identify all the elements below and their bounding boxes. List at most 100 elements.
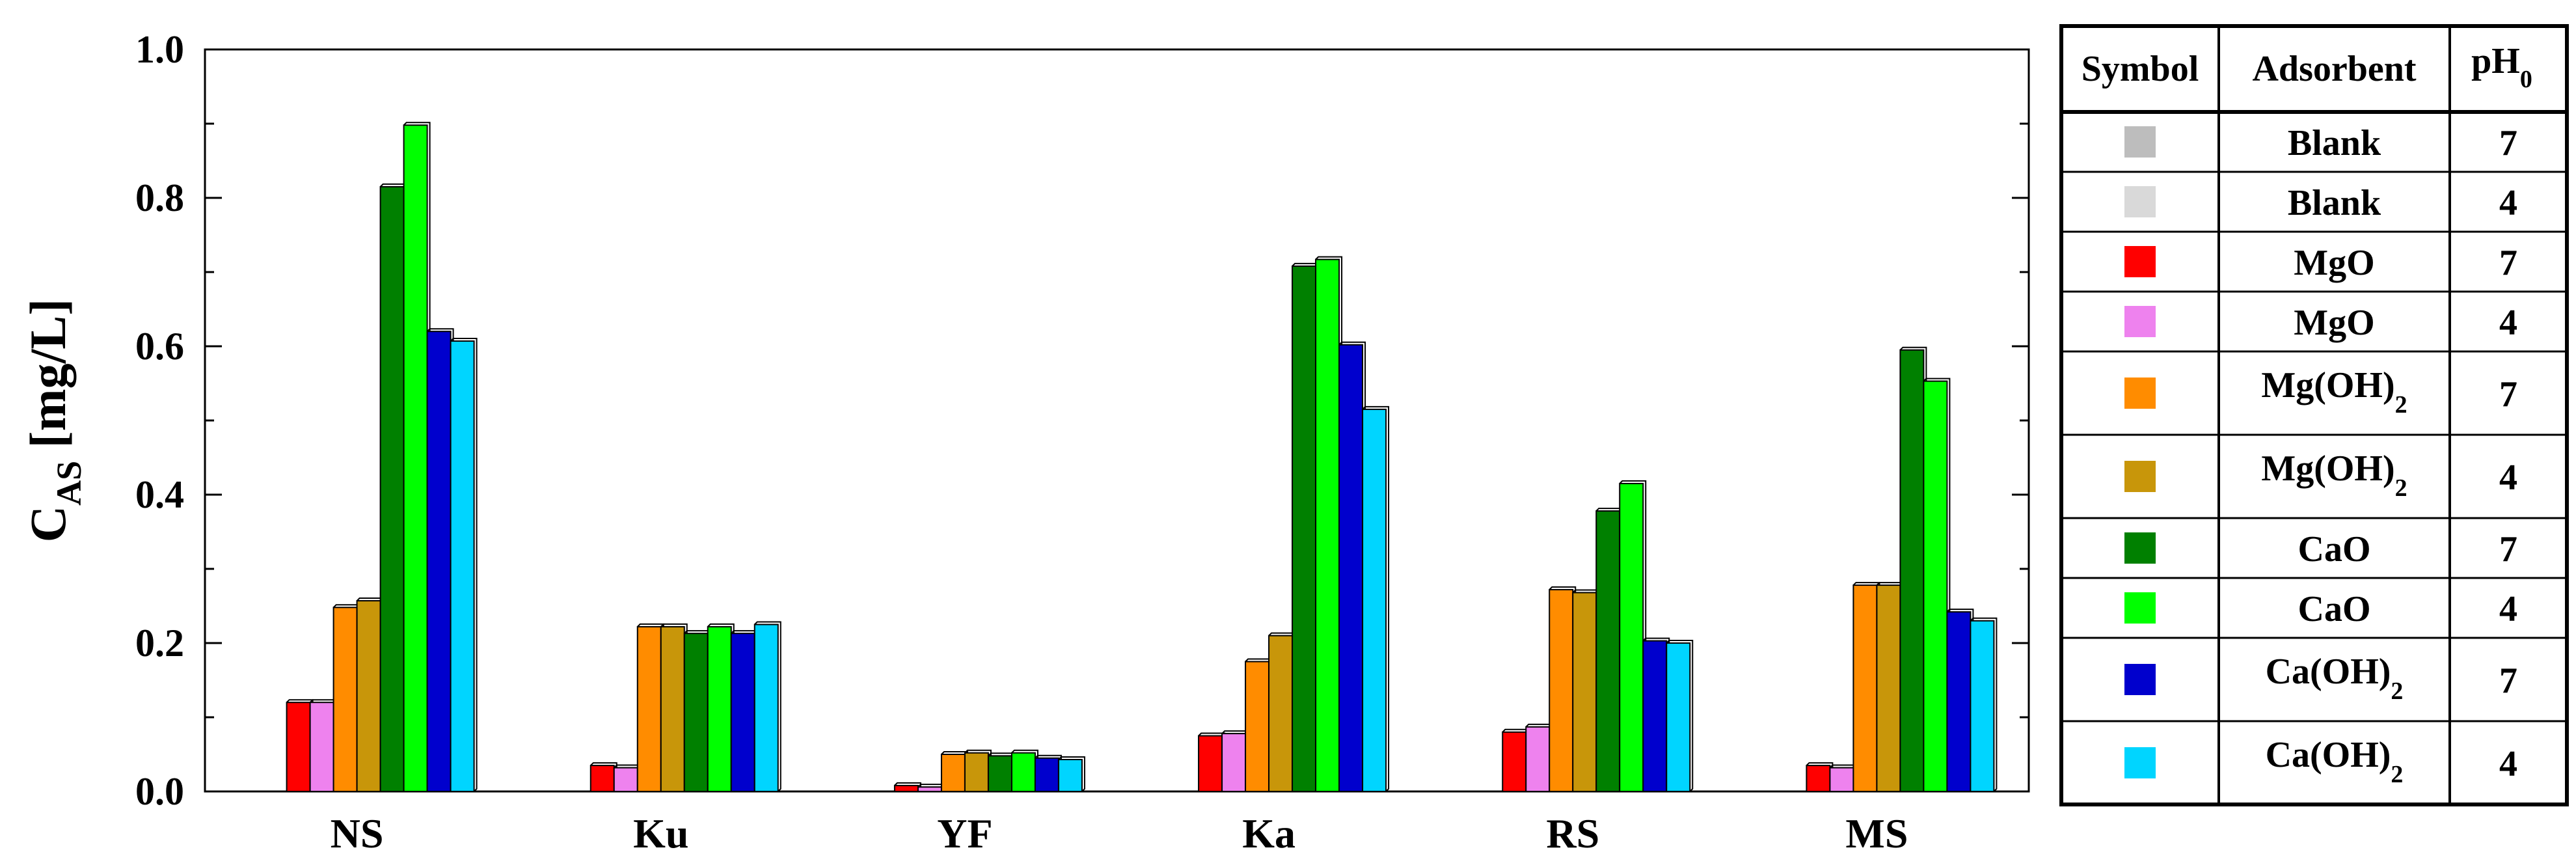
legend-swatch xyxy=(2124,747,2156,778)
legend-adsorbent: Mg(OH)2 xyxy=(2261,448,2407,502)
legend-adsorbent: MgO xyxy=(2294,243,2374,283)
legend-adsorbent: Mg(OH)2 xyxy=(2261,365,2407,419)
x-category-label: RS xyxy=(1546,810,1599,857)
legend-adsorbent-name: CaO xyxy=(2298,529,2371,570)
legend-adsorbent-name: Mg(OH) xyxy=(2261,448,2394,489)
legend-swatch xyxy=(2124,186,2156,217)
bar xyxy=(403,124,428,792)
bar xyxy=(1362,408,1387,792)
y-tick-label: 0.6 xyxy=(135,325,184,368)
legend-header-ph-main: pH xyxy=(2471,41,2520,81)
bar xyxy=(1549,588,1574,792)
bar xyxy=(1666,642,1691,792)
bar xyxy=(1338,344,1364,792)
bar-edge xyxy=(1970,617,1998,792)
bar xyxy=(450,340,475,792)
y-axis-label-main: C xyxy=(20,506,76,542)
legend-adsorbent-name: Mg(OH) xyxy=(2261,365,2394,405)
bar xyxy=(426,331,452,792)
bar xyxy=(1876,584,1901,793)
y-tick-label: 0.2 xyxy=(135,622,184,665)
legend-swatch xyxy=(2124,532,2156,564)
x-category-label: MS xyxy=(1845,810,1908,857)
x-category-label: NS xyxy=(331,810,384,857)
legend-swatch xyxy=(2124,664,2156,695)
y-axis-label-subscript: AS xyxy=(49,461,88,506)
bar xyxy=(636,625,662,792)
legend-adsorbent-name: CaO xyxy=(2298,589,2371,629)
x-category-label: YF xyxy=(937,810,992,857)
plot-frame xyxy=(204,48,2030,793)
bar xyxy=(893,784,919,793)
bar xyxy=(1946,611,1972,792)
bar xyxy=(379,185,405,792)
y-tick-label: 0.8 xyxy=(135,176,184,219)
bar xyxy=(1268,635,1294,792)
x-category-label: Ka xyxy=(1242,810,1295,857)
bar-edge xyxy=(450,338,478,792)
bar-edge xyxy=(1362,405,1390,792)
y-tick-label: 0.4 xyxy=(135,473,184,516)
bar xyxy=(753,624,779,792)
legend-header-ph-sub: 0 xyxy=(2520,66,2532,93)
legend-adsorbent: MgO xyxy=(2294,303,2374,343)
bar xyxy=(332,607,358,793)
legend-adsorbent-name: Ca(OH) xyxy=(2266,735,2391,775)
bar xyxy=(1221,733,1247,792)
legend-adsorbent: CaO xyxy=(2298,529,2371,570)
legend-adsorbent-name: Blank xyxy=(2288,123,2381,163)
bar xyxy=(1642,640,1668,793)
bar xyxy=(1572,592,1597,792)
legend-table: Symbol Adsorbent pH0 Blank 7 Blank 4 MgO 7 MgO 4 Mg… xyxy=(2059,24,2569,806)
bar-edge xyxy=(1666,640,1694,792)
legend-ph: 4 xyxy=(2499,458,2517,498)
bar xyxy=(590,765,615,792)
plot-area: 0.0 0.2 0.4 0.6 0.8 1.0 CAS [mg/L] NS Ku YF Ka RS MS xyxy=(20,28,2030,857)
y-tick-label: 1.0 xyxy=(135,28,184,71)
bar xyxy=(356,600,381,793)
bar xyxy=(1010,752,1036,792)
legend-swatch xyxy=(2124,246,2156,277)
bar xyxy=(1502,731,1527,793)
legend-swatch xyxy=(2124,461,2156,492)
legend-adsorbent-subscript: 2 xyxy=(2391,761,2403,788)
y-axis-label-unit: [mg/L] xyxy=(20,299,76,461)
legend-swatch xyxy=(2124,378,2156,409)
bar xyxy=(613,767,638,793)
legend-adsorbent-subscript: 2 xyxy=(2395,391,2407,419)
bar xyxy=(1292,265,1317,792)
bar xyxy=(1899,349,1925,792)
legend-ph: 7 xyxy=(2499,123,2517,163)
legend-adsorbent-subscript: 2 xyxy=(2395,474,2407,502)
legend-adsorbent-subscript: 2 xyxy=(2391,678,2403,705)
legend-ph: 7 xyxy=(2499,374,2517,415)
bar-edge xyxy=(754,621,781,792)
legend-swatch xyxy=(2124,592,2156,624)
bar-edge xyxy=(1058,756,1085,792)
bar xyxy=(964,752,989,792)
bar xyxy=(1806,765,1831,792)
legend-adsorbent: Ca(OH)2 xyxy=(2266,652,2404,705)
legend-adsorbent: Ca(OH)2 xyxy=(2266,735,2404,788)
bar xyxy=(1829,767,1854,793)
bar xyxy=(940,754,966,792)
bar xyxy=(1923,380,1948,792)
bar xyxy=(707,625,732,792)
bar xyxy=(309,702,334,792)
legend-header-ph: pH0 xyxy=(2471,41,2532,93)
bar xyxy=(1034,757,1059,792)
bar xyxy=(917,786,942,793)
legend-adsorbent-name: Ca(OH) xyxy=(2266,652,2391,692)
bar xyxy=(1245,661,1270,792)
y-tick-label: 0.0 xyxy=(135,770,184,813)
legend-adsorbent-name: MgO xyxy=(2294,303,2374,343)
legend-adsorbent-name: MgO xyxy=(2294,243,2374,283)
legend-ph: 7 xyxy=(2499,243,2517,283)
bar xyxy=(1852,584,1878,793)
legend-header-symbol: Symbol xyxy=(2081,49,2199,89)
x-category-label: Ku xyxy=(633,810,688,857)
legend-swatch xyxy=(2124,306,2156,337)
bar xyxy=(1315,258,1340,792)
